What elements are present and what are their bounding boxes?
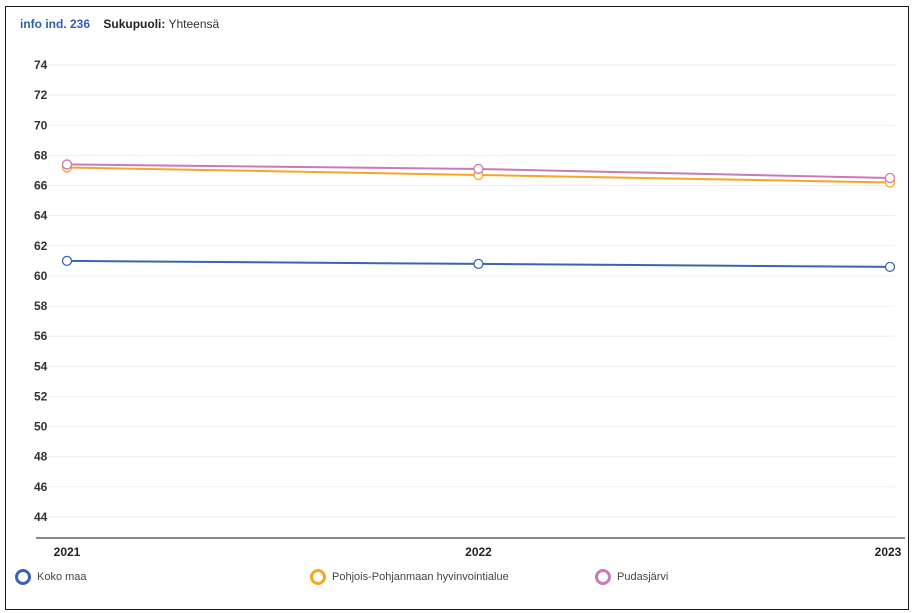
data-point <box>61 159 73 170</box>
data-point <box>884 172 896 184</box>
data-point <box>473 258 484 270</box>
y-tick-label: 62 <box>34 239 48 253</box>
x-tick-label: 2023 <box>875 545 902 559</box>
legend-item[interactable]: Pudasjärvi <box>595 569 668 585</box>
data-point <box>61 255 73 267</box>
legend-item[interactable]: Koko maa <box>15 569 87 585</box>
legend-label: Pudasjärvi <box>617 571 669 583</box>
y-tick-label: 50 <box>34 420 48 434</box>
y-axis-labels: 44 46 48 50 52 54 56 58 60 62 64 66 68 70 72 74 <box>34 58 48 524</box>
series-lines <box>61 159 896 273</box>
gender-filter-value: Yhteensä <box>168 17 220 31</box>
y-tick-label: 58 <box>34 299 48 313</box>
y-tick-label: 52 <box>34 389 48 403</box>
y-tick-label: 68 <box>34 148 48 162</box>
grid-lines <box>36 64 895 518</box>
gender-filter-label: Sukupuoli: <box>103 17 166 31</box>
info-indicator-link[interactable]: info ind. 236 <box>20 17 91 31</box>
data-point <box>473 163 484 175</box>
y-tick-label: 72 <box>34 88 48 102</box>
data-point <box>884 261 896 273</box>
chart-header: info ind. 236 Sukupuoli: Yhteensä <box>20 16 219 32</box>
x-tick-label: 2021 <box>54 545 81 559</box>
chart-container: info ind. 236 Sukupuoli: Yhteensä <box>5 6 909 610</box>
chart-legend: Koko maa Pohjois-Pohjanmaan hyvinvointial… <box>15 569 895 593</box>
y-tick-label: 46 <box>34 480 48 494</box>
legend-label: Koko maa <box>37 571 87 583</box>
legend-marker-icon <box>595 569 611 585</box>
legend-marker-icon <box>15 569 31 585</box>
legend-label: Pohjois-Pohjanmaan hyvinvointialue <box>332 571 509 583</box>
x-axis: 2021 2022 2023 <box>36 537 905 559</box>
y-tick-label: 56 <box>34 329 48 343</box>
legend-item[interactable]: Pohjois-Pohjanmaan hyvinvointialue <box>310 569 509 585</box>
y-tick-label: 64 <box>34 209 48 223</box>
y-tick-label: 44 <box>34 510 48 524</box>
y-tick-label: 60 <box>34 269 48 283</box>
legend-marker-icon <box>310 569 326 585</box>
y-tick-label: 54 <box>34 359 48 373</box>
x-tick-label: 2022 <box>465 545 492 559</box>
y-tick-label: 66 <box>34 179 48 193</box>
y-tick-label: 74 <box>34 58 48 72</box>
y-tick-label: 70 <box>34 118 48 132</box>
y-tick-label: 48 <box>34 450 48 464</box>
